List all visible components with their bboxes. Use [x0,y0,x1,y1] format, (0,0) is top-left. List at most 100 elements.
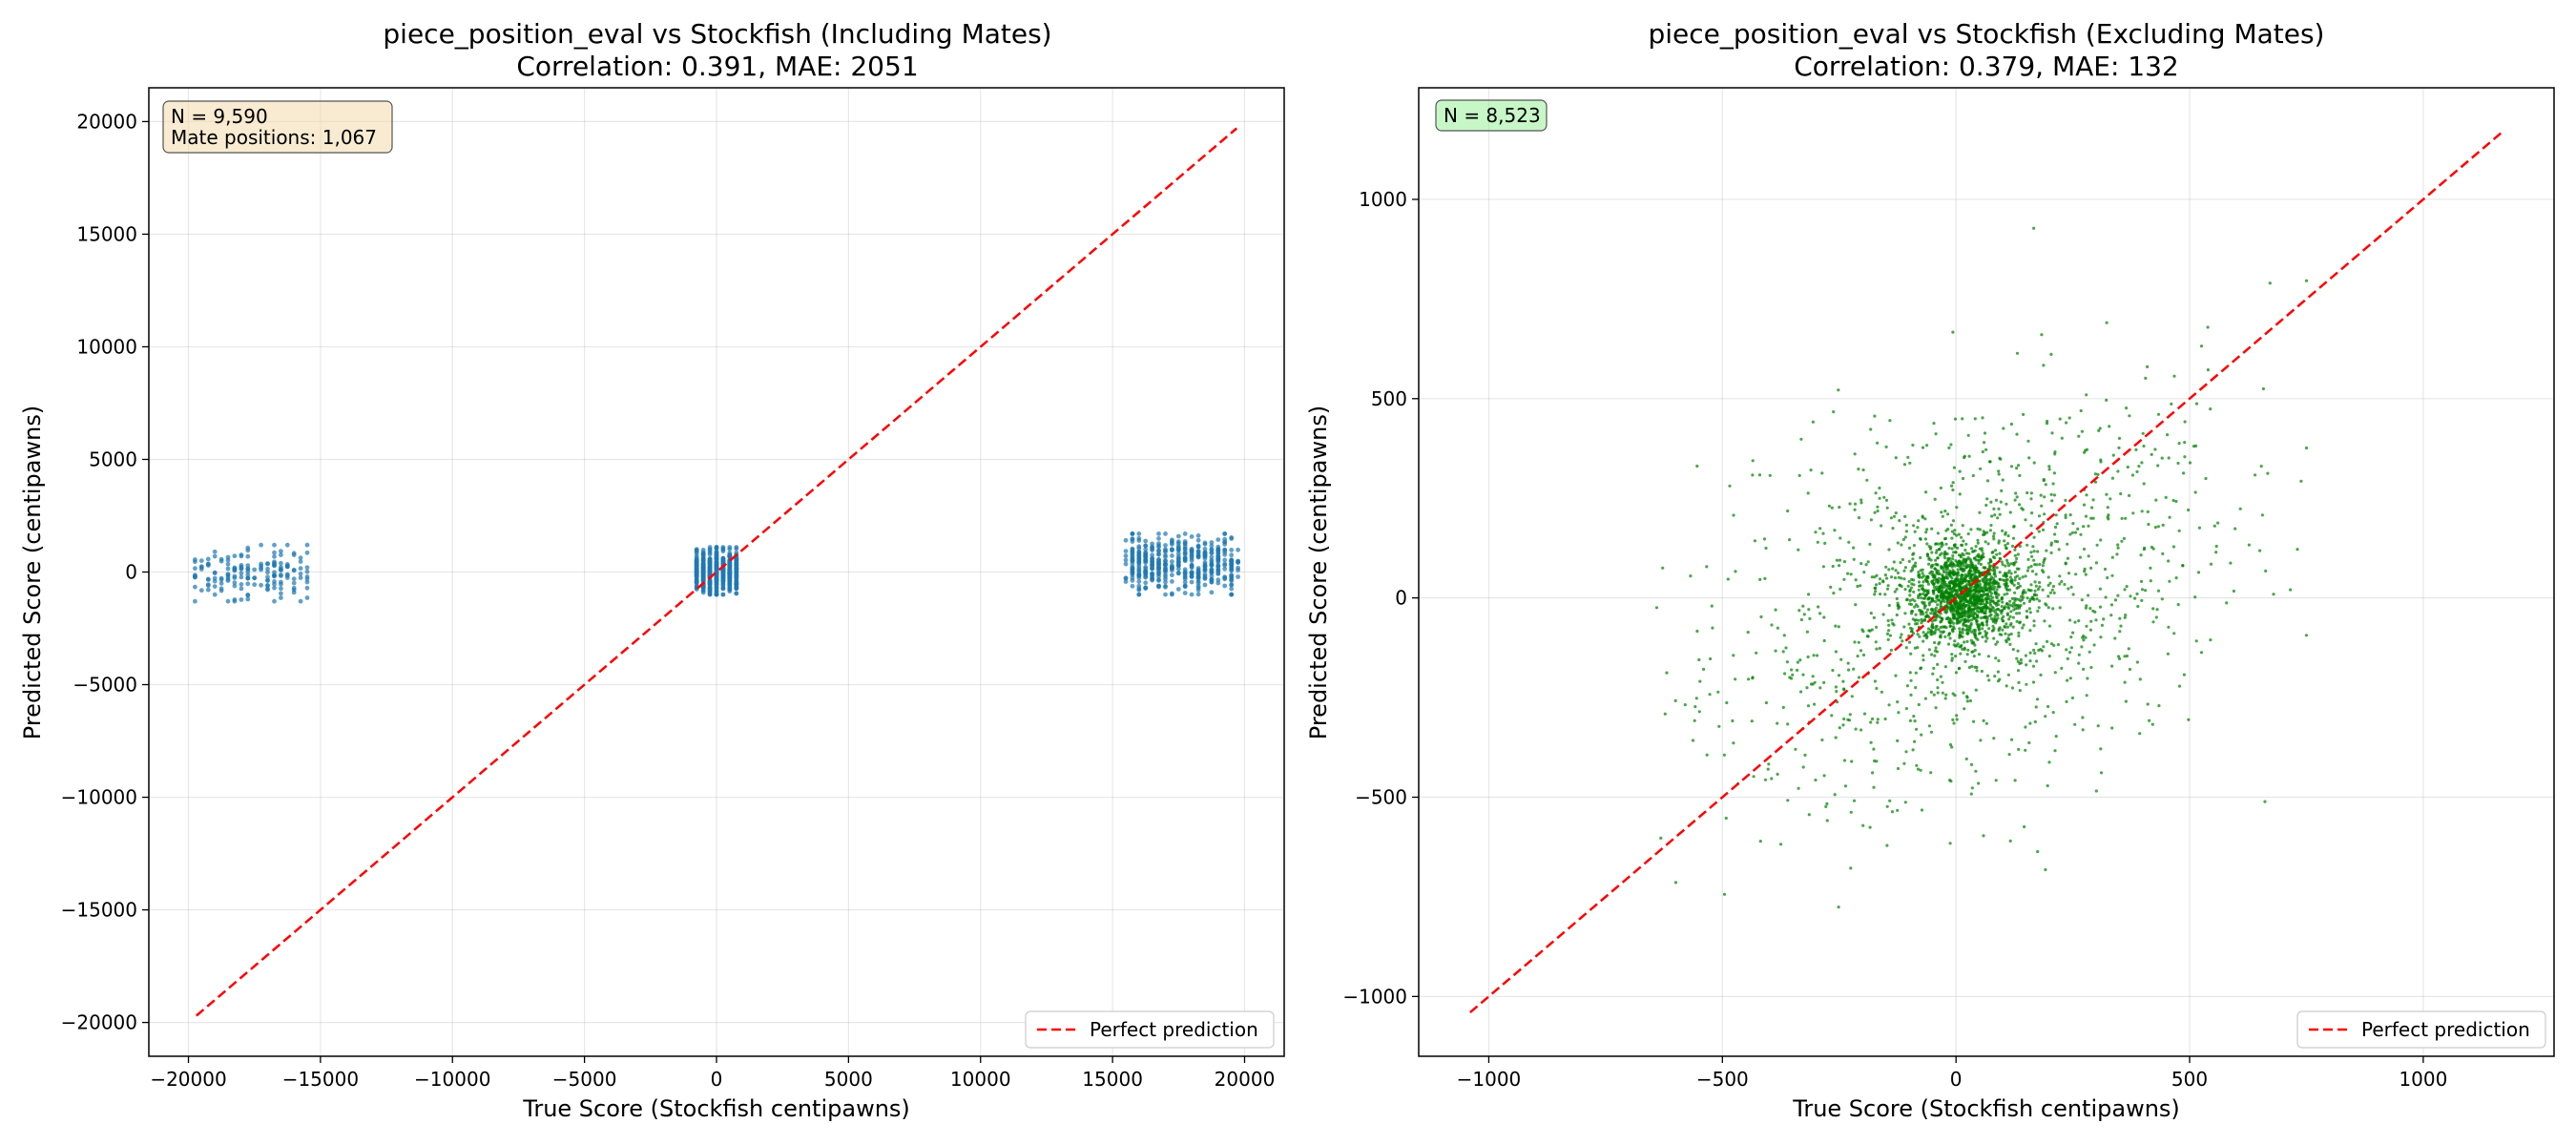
scatter-point [252,575,258,581]
scatter-point [2087,593,2090,597]
scatter-point [1722,753,1726,757]
scatter-point [1990,514,1994,518]
scatter-point [1854,727,1858,731]
scatter-point [2015,351,2020,355]
scatter-point [2088,628,2092,632]
scatter-point [1839,536,1842,540]
scatter-point [2164,495,2168,500]
scatter-point [1963,572,1967,577]
scatter-point [1988,577,1992,581]
scatter-point [2013,553,2017,557]
scatter-point [1926,591,1930,595]
scatter-point [1994,549,1998,552]
scatter-point [1837,388,1840,392]
scatter-point [1229,578,1235,584]
scatter-point [1861,823,1865,827]
scatter-point [239,553,244,559]
scatter-point [2080,598,2084,602]
scatter-point [1951,553,1955,558]
scatter-point [1908,718,1912,723]
scatter-point [1963,597,1966,601]
scatter-point [2032,550,2036,553]
scatter-point [1820,471,1824,475]
scatter-point [1874,583,1879,587]
scatter-point [1992,636,1996,640]
scatter-point [1751,459,1755,463]
scatter-point [1841,723,1845,727]
scatter-point [1899,635,1902,639]
scatter-point [1708,693,1712,697]
scatter-point [1944,616,1948,621]
scatter-point [2032,558,2036,562]
scatter-point [2133,596,2137,600]
scatter-point [2029,524,2033,528]
scatter-point [245,593,251,598]
scatter-point [1922,580,1925,584]
scatter-point [1925,528,1929,531]
y-tick-label: −1000 [1342,985,1407,1008]
scatter-point [2008,510,2012,514]
scatter-point [1905,684,1909,688]
chart-title: piece_position_eval vs Stockfish (Includ… [383,18,1051,50]
scatter-point [1999,500,2003,504]
scatter-point [1857,676,1861,679]
scatter-point [2116,546,2120,550]
scatter-point [2137,465,2141,468]
scatter-point [714,557,719,563]
scatter-point [1698,679,1702,683]
scatter-point [1143,543,1149,549]
scatter-point [298,555,303,561]
scatter-point [1963,707,1966,711]
scatter-point [1983,566,1986,570]
scatter-point [2009,422,2013,427]
scatter-point [1896,700,1900,704]
scatter-point [245,569,251,574]
scatter-point [1946,512,1950,516]
scatter-point [1958,666,1962,671]
scatter-point [1917,574,1921,579]
scatter-point [1961,647,1964,652]
scatter-point [2033,652,2037,656]
chart-subtitle: Correlation: 0.379, MAE: 132 [1794,51,2178,82]
y-tick-label: 0 [1395,587,1407,610]
scatter-point [2024,518,2027,522]
scatter-point [694,547,699,552]
scatter-point [1973,643,1977,647]
scatter-point [1927,603,1931,607]
scatter-point [2071,522,2075,526]
scatter-point [1911,557,1915,561]
scatter-point [1776,772,1779,777]
scatter-point [1879,593,1882,596]
scatter-point [1934,627,1938,632]
scatter-point [1875,686,1879,691]
scatter-point [2089,619,2093,623]
scatter-point [2016,649,2020,653]
scatter-point [1783,672,1787,676]
scatter-point [245,581,251,587]
scatter-point [1946,598,1950,602]
scatter-point [1904,750,1908,754]
scatter-point [1983,441,1986,445]
scatter-point [1920,733,1923,737]
scatter-point [1837,906,1840,909]
scatter-point [1939,630,1942,634]
scatter-point [1222,552,1228,557]
scatter-point [1966,555,1970,560]
scatter-point [1971,550,1975,553]
y-tick-label: 0 [125,561,137,584]
scatter-point [2013,599,2017,603]
scatter-point [1236,574,1240,579]
scatter-point [1946,593,1950,596]
scatter-point [1175,556,1181,562]
scatter-point [1998,552,2002,555]
scatter-point [1916,646,1920,650]
scatter-point [2199,344,2204,348]
scatter-point [1170,572,1174,578]
scatter-point [734,567,739,572]
scatter-point [1978,510,1982,514]
scatter-point [1814,531,1818,534]
scatter-point [1984,639,1988,643]
scatter-point [1885,632,1890,636]
scatter-point [1873,593,1877,596]
scatter-point [2091,498,2095,502]
